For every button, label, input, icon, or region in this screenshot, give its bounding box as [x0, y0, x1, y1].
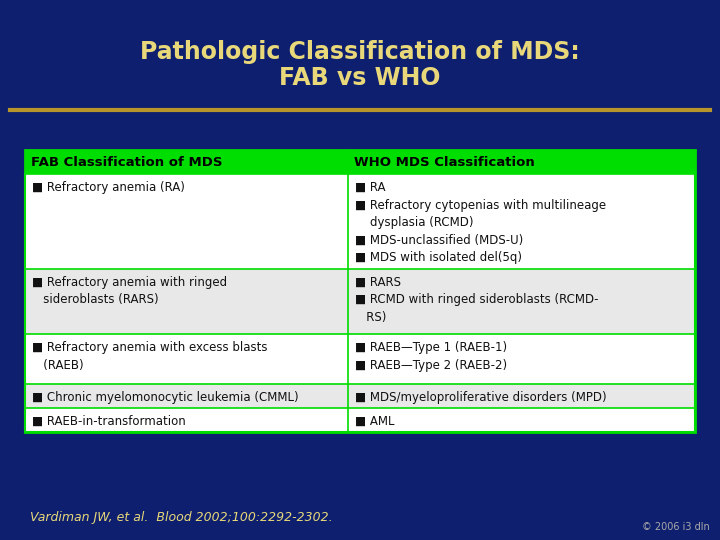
Bar — [25, 334, 348, 384]
Bar — [348, 174, 695, 269]
Text: ■ RAEB—Type 1 (RAEB-1)
■ RAEB—Type 2 (RAEB-2): ■ RAEB—Type 1 (RAEB-1) ■ RAEB—Type 2 (RA… — [355, 341, 507, 372]
Bar — [25, 408, 348, 432]
Text: ■ Refractory anemia with ringed
   sideroblasts (RARS): ■ Refractory anemia with ringed siderobl… — [32, 276, 227, 307]
Text: WHO MDS Classification: WHO MDS Classification — [354, 156, 535, 168]
Bar — [348, 269, 695, 334]
Text: ■ AML: ■ AML — [355, 415, 395, 428]
Text: ■ Refractory anemia (RA): ■ Refractory anemia (RA) — [32, 181, 185, 194]
Text: Vardiman JW, et al.  Blood 2002;100:2292-2302.: Vardiman JW, et al. Blood 2002;100:2292-… — [30, 511, 333, 524]
Bar — [25, 384, 348, 408]
Bar — [348, 150, 695, 174]
Bar — [348, 334, 695, 384]
Text: ■ RA
■ Refractory cytopenias with multilineage
    dysplasia (RCMD)
■ MDS-unclas: ■ RA ■ Refractory cytopenias with multil… — [355, 181, 606, 264]
Bar — [25, 150, 348, 174]
Text: FAB Classification of MDS: FAB Classification of MDS — [31, 156, 222, 168]
Bar — [25, 150, 695, 432]
Bar — [25, 269, 348, 334]
Text: ■ Chronic myelomonocytic leukemia (CMML): ■ Chronic myelomonocytic leukemia (CMML) — [32, 391, 299, 404]
Bar — [25, 174, 348, 269]
Text: © 2006 i3 dln: © 2006 i3 dln — [642, 522, 710, 532]
Text: ■ RAEB-in-transformation: ■ RAEB-in-transformation — [32, 415, 186, 428]
Bar — [348, 384, 695, 408]
Text: ■ MDS/myeloproliferative disorders (MPD): ■ MDS/myeloproliferative disorders (MPD) — [355, 391, 607, 404]
Text: ■ Refractory anemia with excess blasts
   (RAEB): ■ Refractory anemia with excess blasts (… — [32, 341, 268, 372]
Text: Pathologic Classification of MDS:: Pathologic Classification of MDS: — [140, 40, 580, 64]
Text: FAB vs WHO: FAB vs WHO — [279, 66, 441, 90]
Bar — [348, 408, 695, 432]
Text: ■ RARS
■ RCMD with ringed sideroblasts (RCMD-
   RS): ■ RARS ■ RCMD with ringed sideroblasts (… — [355, 276, 598, 324]
